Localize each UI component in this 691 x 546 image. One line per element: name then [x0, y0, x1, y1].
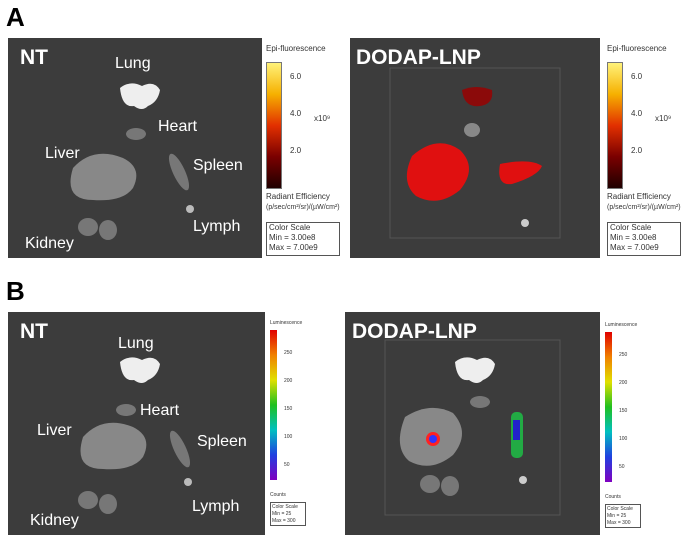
colorbar: [607, 62, 623, 189]
image: [8, 312, 265, 535]
image-title: DODAP-LNP: [356, 46, 481, 69]
colorbar-tick: 6.0: [631, 72, 643, 81]
colorbar-title: Luminescence: [270, 320, 303, 326]
organ-image: [389, 67, 561, 239]
organ-label: Lymph: [193, 218, 241, 235]
colorbar-unit: (p/sec/cm²/sr)/(µW/cm²): [607, 204, 681, 211]
colorbar-tick: 6.0: [290, 72, 302, 81]
colorbar-title: Luminescence: [605, 322, 638, 328]
organ-label: Spleen: [197, 433, 247, 450]
colorbar-title: Epi-fluorescence: [266, 44, 326, 53]
scale-min: Min = 3.00e8: [269, 233, 316, 242]
organ-label: Heart: [140, 402, 180, 419]
scale-max: Max = 300: [607, 520, 631, 526]
colorbar-tick: 4.0: [290, 109, 302, 118]
scale-title: Color Scale: [607, 506, 633, 512]
organ-image: [78, 357, 192, 514]
organ-image: [384, 339, 561, 516]
scale-max: Max = 7.00e9: [610, 243, 659, 252]
colorbar-tick: 250: [284, 350, 293, 356]
scale-title: Color Scale: [269, 223, 311, 232]
colorbar-unit: (p/sec/cm²/sr)/(µW/cm²): [266, 204, 340, 211]
scale-max: Max = 300: [272, 518, 296, 524]
colorbar-tick: 100: [619, 436, 628, 442]
colorbar-unit-title: Counts: [605, 494, 621, 500]
organ-label: Lung: [118, 335, 154, 352]
colorbar-tick: 100: [284, 434, 293, 440]
scale-box: [270, 502, 306, 526]
scale-max: Max = 7.00e9: [269, 243, 318, 252]
scale-box: [266, 222, 340, 256]
organ-label: Heart: [158, 118, 198, 135]
colorbar-tick: 250: [619, 352, 628, 358]
scale-min: Min = 3.00e8: [610, 233, 657, 242]
image: [350, 38, 600, 258]
image: [345, 312, 600, 535]
scale-min: Min = 25: [272, 511, 292, 517]
colorbar-title: Epi-fluorescence: [607, 44, 667, 53]
image: [8, 38, 262, 258]
scale-box: [605, 504, 641, 528]
colorbar-tick: 2.0: [631, 146, 643, 155]
colorbar: [605, 332, 612, 482]
colorbar-unit-title: Radiant Efficiency: [266, 192, 330, 201]
colorbar-tick: 2.0: [290, 146, 302, 155]
organ-label: Lymph: [192, 498, 240, 515]
colorbar-tick: 200: [619, 380, 628, 386]
organ-label: Kidney: [30, 512, 79, 529]
scale-min: Min = 25: [607, 513, 627, 519]
colorbar-multiplier: x10⁹: [314, 114, 331, 123]
organ-image: [70, 83, 194, 240]
colorbar-tick: 200: [284, 378, 293, 384]
panel-label: B: [6, 276, 25, 306]
colorbar-tick: 150: [619, 408, 628, 414]
colorbar-tick: 50: [284, 462, 290, 468]
panel-label: A: [6, 2, 25, 32]
image-title: NT: [20, 46, 48, 69]
colorbar-tick: 150: [284, 406, 293, 412]
organ-label: Lung: [115, 55, 151, 72]
colorbar: [266, 62, 282, 189]
colorbar-tick: 4.0: [631, 109, 643, 118]
image-title: NT: [20, 320, 48, 343]
colorbar-multiplier: x10⁹: [655, 114, 672, 123]
scale-title: Color Scale: [272, 504, 298, 510]
colorbar-unit-title: Radiant Efficiency: [607, 192, 671, 201]
scale-box: [607, 222, 681, 256]
scale-title: Color Scale: [610, 223, 652, 232]
organ-label: Liver: [45, 145, 80, 162]
organ-label: Kidney: [25, 235, 74, 252]
colorbar-tick: 50: [619, 464, 625, 470]
image-title: DODAP-LNP: [352, 320, 477, 343]
organ-label: Liver: [37, 422, 72, 439]
colorbar-unit-title: Counts: [270, 492, 286, 498]
organ-label: Spleen: [193, 157, 243, 174]
colorbar: [270, 330, 277, 480]
